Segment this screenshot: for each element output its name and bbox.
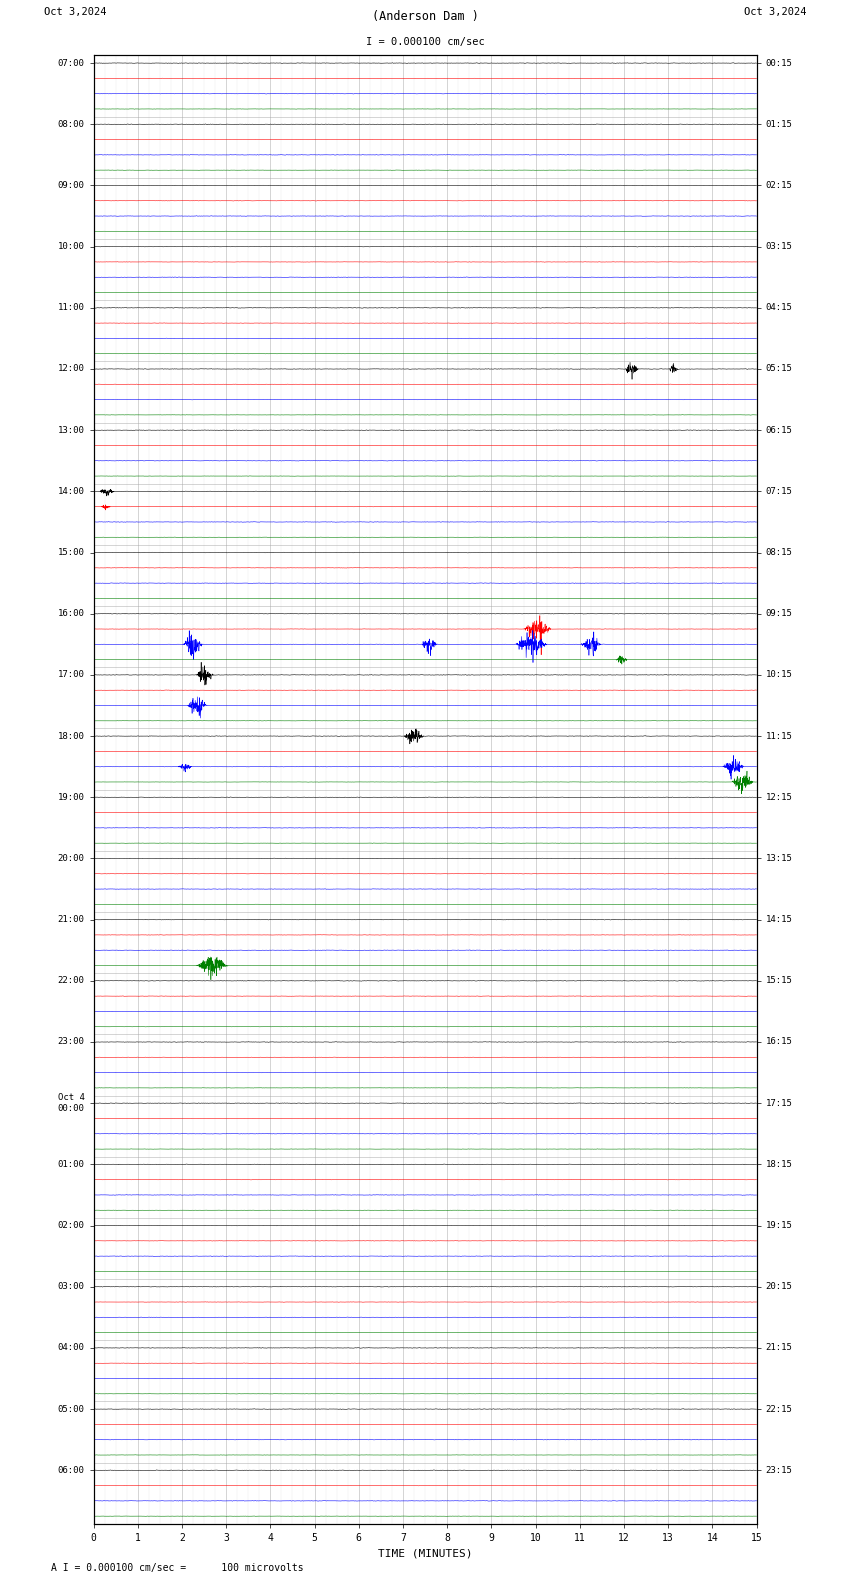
X-axis label: TIME (MINUTES): TIME (MINUTES) [377, 1549, 473, 1559]
Text: Oct 3,2024: Oct 3,2024 [744, 8, 806, 17]
Text: (Anderson Dam ): (Anderson Dam ) [371, 10, 479, 24]
Text: Oct 3,2024: Oct 3,2024 [44, 8, 106, 17]
Text: I = 0.000100 cm/sec: I = 0.000100 cm/sec [366, 36, 484, 46]
Text: A I = 0.000100 cm/sec =      100 microvolts: A I = 0.000100 cm/sec = 100 microvolts [51, 1563, 303, 1573]
